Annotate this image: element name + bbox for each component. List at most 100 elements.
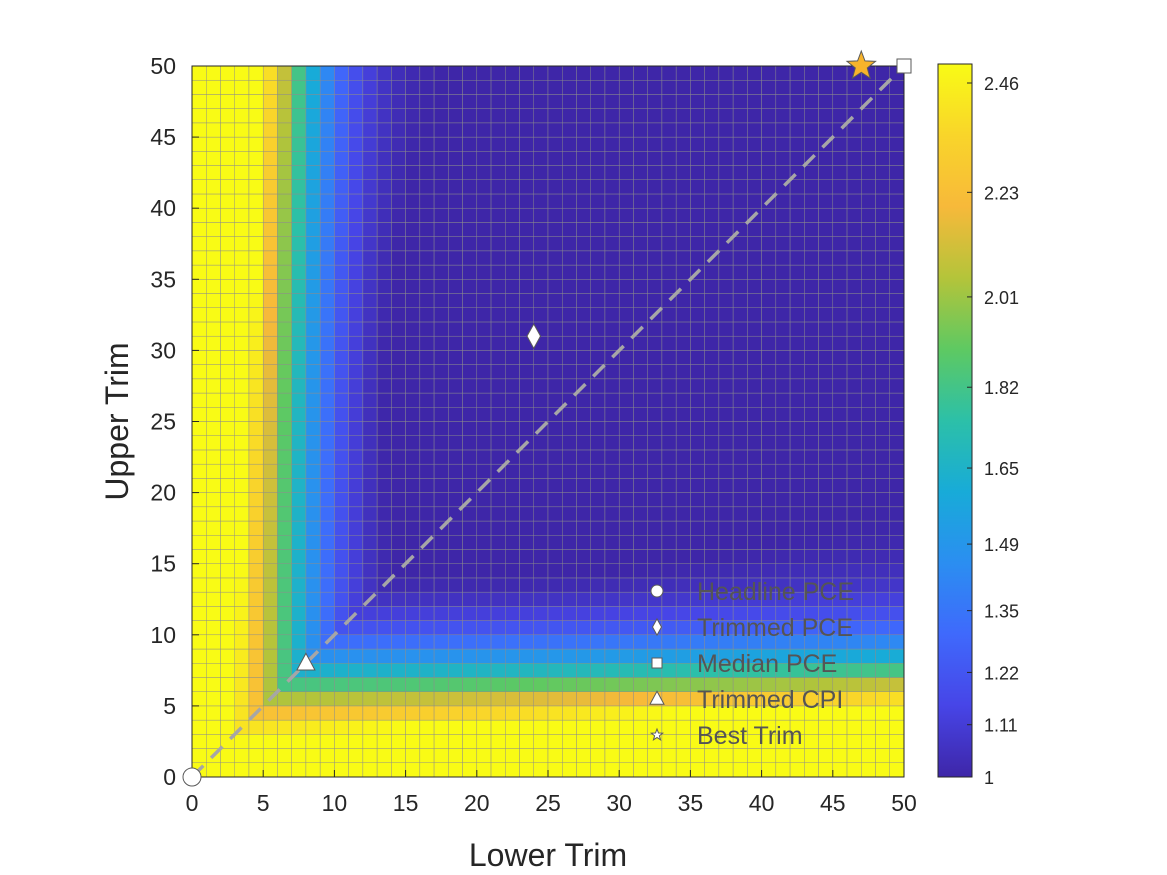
heatmap-cell [234, 421, 250, 436]
heatmap-cell [277, 691, 292, 707]
heatmap-cell [277, 136, 292, 152]
heatmap-cell [419, 236, 435, 252]
heatmap-cell [604, 549, 620, 564]
heatmap-cell [291, 151, 307, 166]
heatmap-cell [804, 122, 819, 138]
heatmap-cell [747, 492, 762, 508]
heatmap-cell [291, 591, 307, 607]
heatmap-cell [448, 250, 463, 266]
heatmap-cell [433, 364, 449, 380]
heatmap-cell [191, 535, 207, 550]
heatmap-cell [206, 364, 221, 380]
heatmap-cell [505, 492, 520, 508]
heatmap-cell [761, 350, 777, 365]
heatmap-cell [633, 279, 648, 294]
heatmap-cell [220, 65, 235, 81]
heatmap-cell [362, 506, 378, 522]
heatmap-cell [818, 293, 834, 308]
heatmap-cell [234, 634, 250, 650]
heatmap-cell [362, 478, 378, 493]
heatmap-cell [505, 307, 520, 323]
heatmap-cell [576, 236, 591, 252]
heatmap-cell [775, 407, 791, 422]
heatmap-cell [875, 250, 890, 266]
heatmap-cell [604, 648, 620, 664]
heatmap-cell [319, 350, 335, 365]
heatmap-cell [505, 350, 520, 365]
heatmap-cell [191, 520, 207, 536]
heatmap-cell [875, 535, 890, 550]
heatmap-cell [348, 222, 364, 237]
heatmap-cell [319, 506, 335, 522]
heatmap-cell [234, 762, 250, 778]
heatmap-cell [547, 151, 563, 166]
heatmap-cell [291, 122, 307, 138]
heatmap-cell [262, 321, 278, 337]
heatmap-cell [618, 193, 634, 209]
heatmap-cell [690, 108, 705, 124]
heatmap-cell [675, 677, 691, 692]
heatmap-cell [861, 520, 876, 536]
heatmap-cell [562, 321, 577, 337]
heatmap-cell [562, 691, 577, 707]
heatmap-cell [433, 478, 449, 493]
heatmap-cell [220, 435, 235, 451]
heatmap-cell [391, 250, 406, 266]
heatmap-cell [547, 648, 563, 664]
heatmap-cell [804, 435, 819, 451]
heatmap-cell [462, 463, 478, 479]
heatmap-cell [476, 563, 492, 579]
heatmap-cell [747, 250, 762, 266]
heatmap-cell [590, 108, 606, 124]
heatmap-cell [775, 506, 791, 522]
heatmap-cell [448, 748, 463, 764]
heatmap-cell [675, 307, 691, 323]
heatmap-cell [405, 691, 421, 707]
heatmap-cell [590, 620, 606, 636]
heatmap-cell [462, 535, 478, 550]
heatmap-cell [562, 748, 577, 764]
heatmap-cell [348, 65, 364, 81]
heatmap-cell [889, 663, 905, 678]
heatmap-cell [234, 563, 250, 579]
heatmap-cell [206, 321, 221, 337]
heatmap-cell [206, 719, 221, 735]
heatmap-cell [405, 94, 421, 109]
heatmap-cell [191, 250, 207, 266]
heatmap-cell [505, 136, 520, 152]
heatmap-cell [704, 535, 720, 550]
heatmap-cell [562, 762, 577, 778]
heatmap-cell [647, 222, 663, 237]
heatmap-cell [675, 634, 691, 650]
heatmap-cell [348, 335, 364, 351]
heatmap-cell [262, 364, 278, 380]
heatmap-cell [647, 236, 663, 252]
heatmap-cell [248, 65, 264, 81]
heatmap-cell [804, 307, 819, 323]
heatmap-cell [675, 378, 691, 394]
heatmap-cell [675, 293, 691, 308]
x-tick-label: 25 [535, 790, 561, 816]
heatmap-cell [775, 748, 791, 764]
heatmap-cell [889, 535, 905, 550]
heatmap-cell [889, 79, 905, 95]
heatmap-cell [590, 79, 606, 95]
heatmap-cell [789, 378, 805, 394]
heatmap-cell [490, 136, 506, 152]
heatmap-cell [604, 193, 620, 209]
heatmap-cell [206, 392, 221, 408]
marker-trimmed-cpi [296, 652, 316, 671]
heatmap-cell [590, 250, 606, 266]
heatmap-cell [775, 94, 791, 109]
heatmap-cell [277, 207, 292, 223]
heatmap-cell [889, 520, 905, 536]
heatmap-cell [405, 677, 421, 692]
heatmap-cell [405, 435, 421, 451]
heatmap-cell [747, 421, 762, 436]
heatmap-cell [348, 350, 364, 365]
heatmap-cell [490, 193, 506, 209]
heatmap-cell [462, 648, 478, 664]
heatmap-cell [262, 250, 278, 266]
heatmap-cell [220, 648, 235, 664]
